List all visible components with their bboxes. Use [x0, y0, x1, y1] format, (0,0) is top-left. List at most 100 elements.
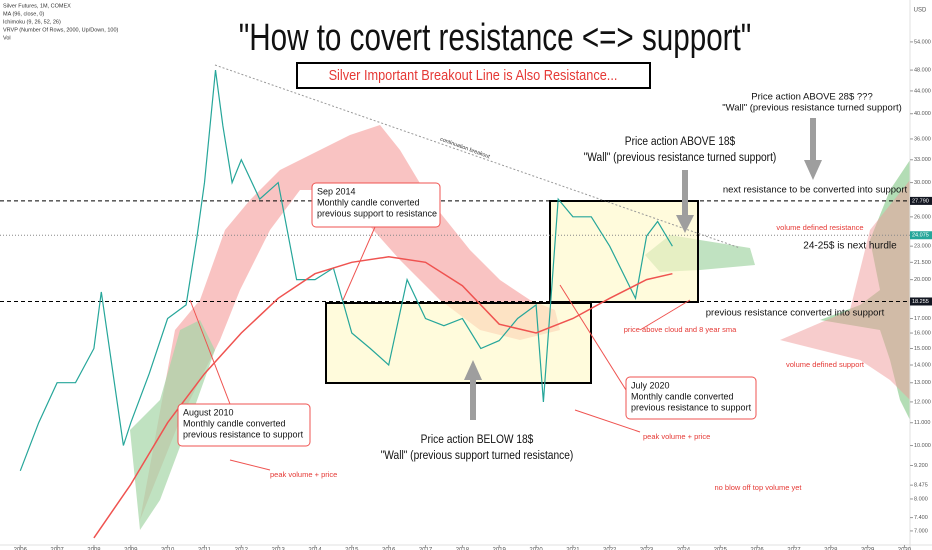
annotation: Price action ABOVE 18$ [625, 135, 736, 148]
annotation: "Wall" (previous support turned resistan… [381, 449, 574, 462]
annotation: Sep 2014 [317, 186, 356, 196]
wall-box [549, 200, 699, 303]
legend-entry: VRVP (Number Of Rows, 2000, Up/Down, 100… [3, 27, 119, 33]
annotation: July 2020 [631, 380, 670, 390]
annotation: volume defined resistance [776, 223, 863, 232]
x-tick-label: 2020 [529, 548, 543, 550]
series-line [93, 256, 673, 539]
x-tick-label: 2022 [603, 548, 617, 550]
annotation: "Wall" (previous resistance turned suppo… [722, 103, 902, 114]
x-tick-label: 2025 [714, 548, 728, 550]
x-tick-label: 2019 [493, 548, 507, 550]
annotation: August 2010 [183, 407, 234, 417]
last-price-tag [910, 231, 932, 240]
x-tick-label: 2013 [271, 548, 285, 550]
x-tick-label: 2028 [824, 548, 838, 550]
annotation: previous resistance to support [631, 402, 752, 412]
y-tick-label: 11.000 [914, 420, 930, 426]
y-tick-label: 7.000 [914, 528, 928, 534]
gray-arrows [464, 118, 822, 420]
annotation: Monthly candle converted [317, 197, 420, 207]
last-price-label: 24.075 [912, 233, 929, 239]
price-level-label: 18.255 [912, 299, 929, 305]
x-tick-label: 2015 [345, 548, 359, 550]
y-tick-label: 36.000 [914, 136, 931, 142]
callout-box [311, 182, 441, 228]
annotation: Silver Important Breakout Line is Also R… [329, 66, 618, 83]
annotation: Price action BELOW 18$ [421, 433, 534, 446]
y-tick-label: 17.000 [914, 316, 931, 322]
callout-box [625, 376, 757, 420]
price-level-tag [910, 196, 932, 205]
cloud-bull [130, 320, 215, 530]
y-tick-label: 12.000 [914, 399, 931, 405]
cloud-bear [140, 125, 560, 520]
price-level-tag [910, 297, 932, 306]
y-tick-label: 40.000 [914, 111, 931, 117]
y-tick-label: 54.000 [914, 39, 931, 45]
x-tick-label: 2017 [419, 548, 433, 550]
annotation: Monthly candle converted [183, 418, 286, 428]
y-tick-label: 21.500 [914, 260, 931, 266]
legend-entry: MA (96, close, 0) [3, 11, 44, 17]
series-line [19, 70, 673, 472]
x-tick-label: 2006 [14, 548, 28, 550]
annotation: 24-25$ is next hurdle [803, 241, 897, 252]
annotation: volume defined support [786, 360, 865, 369]
legend-entry: Ichimoku (9, 26, 52, 26) [3, 19, 61, 25]
trend-line [214, 64, 741, 249]
annotation: "Wall" (previous resistance turned suppo… [584, 151, 777, 164]
y-tick-label: 14.000 [914, 362, 931, 368]
subtitle-box [296, 62, 651, 89]
annotation: Monthly candle converted [631, 391, 734, 401]
x-tick-label: 2007 [50, 548, 64, 550]
y-tick-label: 48.000 [914, 68, 931, 74]
annotation: previous support to resistance [317, 208, 437, 218]
x-tick-label: 2011 [198, 548, 212, 550]
callout-box [177, 403, 311, 447]
x-tick-label: 2023 [640, 548, 654, 550]
annotation: no blow off top volume yet [715, 483, 803, 492]
y-tick-label: 26.000 [914, 214, 931, 220]
x-tick-label: 2030 [898, 548, 912, 550]
y-tick-label: 30.000 [914, 180, 931, 186]
x-tick-label: 2027 [787, 548, 801, 550]
x-tick-label: 2024 [677, 548, 691, 550]
y-tick-label: 10.000 [914, 443, 931, 449]
y-tick-label: 7.400 [914, 515, 928, 521]
legend-entry: Vol [3, 35, 11, 41]
y-tick-label: 8.475 [914, 483, 928, 489]
pointer-lines [189, 226, 691, 471]
title: "How to covert resistance <=> support" [239, 17, 752, 59]
annotation: Price action ABOVE 28$ ??? [751, 92, 872, 103]
y-tick-label: 9.200 [914, 463, 928, 469]
annotation: previous resistance converted into suppo… [706, 308, 885, 319]
x-tick-label: 2029 [861, 548, 875, 550]
y-tick-label: 23.000 [914, 244, 931, 250]
overlay: 27.790 18.255 24.075 Silver Futures, 1M, CO… [3, 3, 932, 492]
annotation: previous resistance to support [183, 429, 304, 439]
legend-entry: Silver Futures, 1M, COMEX [3, 3, 71, 9]
annotation: price above cloud and 8 year sma [624, 325, 737, 334]
x-tick-label: 2026 [750, 548, 764, 550]
x-tick-label: 2009 [124, 548, 138, 550]
x-tick-label: 2021 [566, 548, 580, 550]
y-tick-label: 16.000 [914, 330, 931, 336]
currency-label: USD [914, 8, 927, 14]
y-tick-label: 15.000 [914, 346, 931, 352]
y-tick-label: 44.000 [914, 88, 931, 94]
y-tick-label: 20.000 [914, 277, 931, 283]
x-tick-label: 2010 [161, 548, 175, 550]
annotation: peak volume + price [270, 470, 337, 479]
price-level-label: 27.790 [912, 198, 929, 204]
x-tick-label: 2012 [235, 548, 249, 550]
annotation: next resistance to be converted into sup… [723, 185, 908, 196]
wall-box [325, 302, 592, 384]
volume-profile [780, 180, 910, 400]
y-tick-label: 8.000 [914, 496, 928, 502]
annotation: peak volume + price [643, 432, 710, 441]
